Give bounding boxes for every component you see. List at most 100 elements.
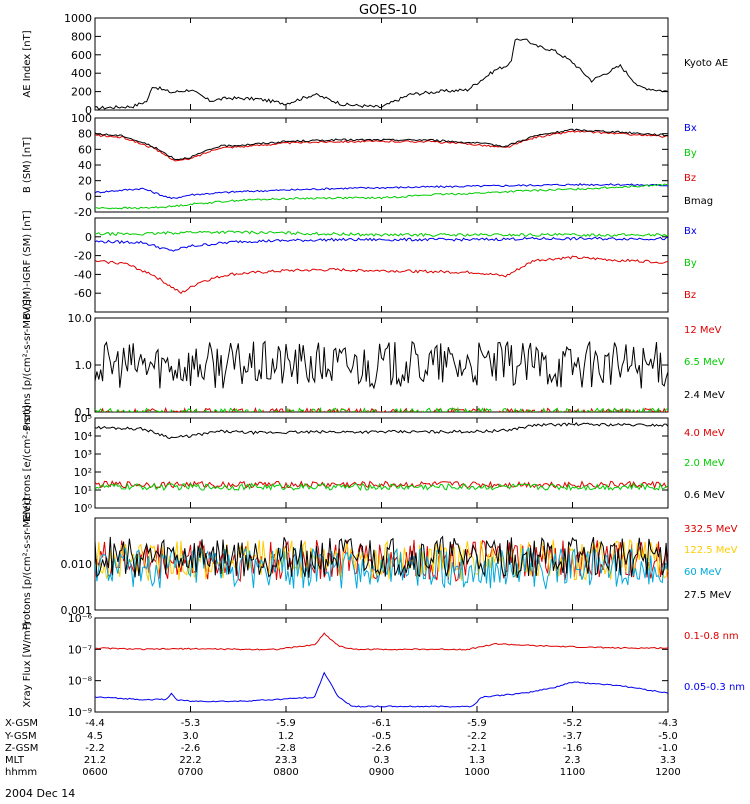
legend-label: By [684, 258, 697, 269]
series-4-0-mev [95, 480, 668, 490]
x-row-value: 4.5 [87, 731, 103, 742]
y-tick-label: 10⁵ [74, 412, 92, 425]
legend-label: 122.5 MeV [684, 545, 738, 556]
legend-label: Kyoto AE [684, 58, 728, 69]
legend-label: Bz [684, 290, 696, 301]
x-row-value: -2.6 [181, 743, 201, 754]
legend-label: Bz [684, 173, 696, 184]
x-row-label: X-GSM [5, 718, 38, 729]
series-12-mev [95, 406, 668, 412]
x-row-value: -1.0 [658, 743, 678, 754]
legend-label: 2.4 MeV [684, 390, 725, 401]
legend-label: 4.0 MeV [684, 428, 725, 439]
x-row-value: -4.4 [85, 718, 105, 729]
y-axis-label: Electrons [e/(cm²-s-sr)] [22, 405, 33, 521]
x-row-value: -5.9 [276, 718, 296, 729]
y-tick-label: 80 [78, 128, 92, 141]
y-tick-label: 0 [85, 231, 92, 244]
y-axis-label: B (SM) [nT] [22, 137, 33, 193]
panel-frame [94, 17, 669, 111]
series-bx [95, 183, 668, 200]
series-122-5-mev [95, 539, 668, 582]
y-tick-label: 10¹ [74, 484, 92, 497]
y-tick-label: -60 [74, 287, 92, 300]
y-tick-label: 1.0 [75, 359, 93, 372]
x-row-value: 1000 [464, 767, 489, 778]
y-tick-label: 0.1 [75, 406, 93, 419]
series-by [95, 230, 668, 238]
series-60-mev [95, 546, 668, 590]
y-axis-label: AE Index [nT] [22, 30, 33, 97]
x-row-value: 0700 [178, 767, 203, 778]
x-row-value: 0900 [369, 767, 394, 778]
series-27-5-mev [95, 535, 668, 578]
y-tick-label: 60 [78, 143, 92, 156]
series-0-1-0-8-nm [95, 632, 668, 651]
legend-label: 12 MeV [684, 325, 722, 336]
series-kyoto-ae [95, 38, 668, 110]
panel-protons_low: 0.1 1.0 10.0 Protons [p/(cm²-s-sr-MeV)] 12 M… [22, 299, 725, 431]
x-row-value: -2.2 [85, 743, 105, 754]
y-tick-label: -20 [74, 250, 92, 263]
panel-electrons: 10⁰ 10¹ 10² 10³ 10⁴ 10⁵ Electrons [e/(cm²-s-sr… [22, 405, 725, 521]
panel-xray: 10⁻⁹ 10⁻⁸ 10⁻⁷ 10⁻⁶ Xray Flux [W/m²] 0.1-0.8 … [22, 612, 745, 719]
x-row-value: -0.5 [372, 731, 392, 742]
x-row-value: -2.1 [467, 743, 487, 754]
panel-protons_high: 0.001 0.010 Protons [p/(cm²-s-sr-MeV)] 332.… [22, 498, 738, 630]
y-tick-label: 40 [78, 159, 92, 172]
series-bz [95, 255, 668, 295]
legend-label: Bx [684, 226, 697, 237]
series-6-5-mev [95, 406, 668, 412]
x-row-value: 0.3 [374, 755, 390, 766]
x-row-value: 23.3 [275, 755, 297, 766]
x-row-value: -3.7 [563, 731, 583, 742]
legend-label: Bmag [684, 196, 713, 207]
y-tick-label: -20 [74, 206, 92, 219]
y-tick-label: -40 [74, 268, 92, 281]
x-row-value: 1100 [560, 767, 585, 778]
y-tick-label: 1000 [64, 12, 92, 25]
y-tick-label: 10² [74, 466, 92, 479]
x-row-value: 3.3 [660, 755, 676, 766]
legend-label: By [684, 148, 697, 159]
x-row-value: 3.0 [183, 731, 199, 742]
series-2-0-mev [95, 482, 668, 492]
x-row-value: -5.0 [658, 731, 678, 742]
x-row-value: 1200 [655, 767, 680, 778]
y-axis-label: Protons [p/(cm²-s-sr-MeV)] [22, 299, 33, 431]
panel-frame [94, 117, 669, 213]
panel-bsm: -20 0 20 40 60 80 100 B (SM) [nT] Bx By Bz Bmag [22, 112, 713, 219]
y-tick-label: 0.001 [61, 604, 93, 617]
series-by [95, 183, 668, 210]
legend-label: 0.6 MeV [684, 490, 725, 501]
panel-bdiff: -60 -40 -20 0 B (SM)-IGRF (SM) [nT] Bx By Bz [22, 210, 697, 319]
series-bz [95, 130, 668, 162]
x-row-value: -2.6 [372, 743, 392, 754]
y-tick-label: 10⁻⁸ [68, 675, 93, 688]
y-tick-label: 200 [71, 86, 92, 99]
y-tick-label: 600 [71, 49, 92, 62]
legend-label: Bx [684, 123, 697, 134]
legend-label: 0.05-0.3 nm [684, 682, 745, 693]
x-row-value: -5.3 [181, 718, 201, 729]
legend-label: 60 MeV [684, 567, 722, 578]
legend-label: 2.0 MeV [684, 458, 725, 469]
x-axis-label-rows: X-GSM -4.4 -5.3 -5.9 -6.1 -5.9 -5.2 -4.3 Y-GSM 4.… [4, 718, 681, 778]
y-tick-label: 10.0 [68, 312, 93, 325]
series-2-4-mev [95, 340, 668, 390]
panel-ae: 0 200 400 600 800 1000 AE Index [nT] Kyoto AE [22, 12, 728, 117]
date-label: 2004 Dec 14 [5, 787, 75, 800]
y-tick-label: 10⁻⁷ [68, 643, 92, 656]
x-row-value: -2.2 [467, 731, 487, 742]
x-row-value: 2.3 [565, 755, 581, 766]
y-tick-label: 0 [85, 104, 92, 117]
x-row-label: Y-GSM [4, 731, 37, 742]
y-axis-label: B (SM)-IGRF (SM) [nT] [22, 210, 33, 319]
series-bmag [95, 128, 668, 161]
legend-label: 332.5 MeV [684, 524, 738, 535]
series-bx [95, 236, 668, 252]
x-row-value: 0800 [273, 767, 298, 778]
